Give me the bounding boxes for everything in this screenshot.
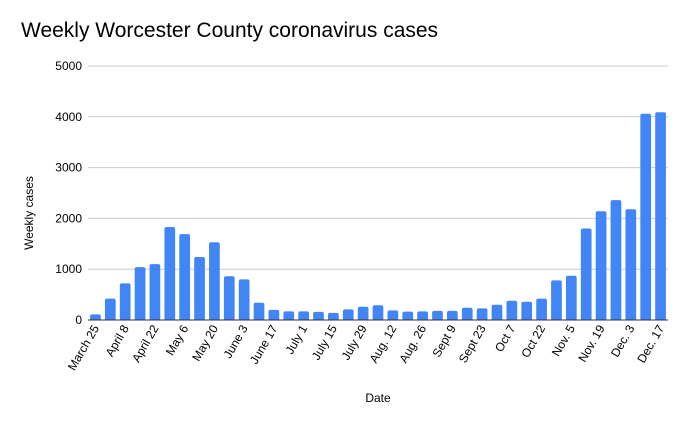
bar-sept-9	[447, 310, 458, 320]
bar-sept-23	[476, 308, 488, 320]
x-tick-label: April 8	[103, 322, 132, 359]
bar-nov-19	[595, 211, 607, 320]
bar-dec-10	[640, 113, 652, 320]
bars	[90, 112, 666, 320]
bar-dec-17	[655, 112, 666, 320]
x-tick-label: Sept 23	[456, 322, 489, 365]
bar-april-15	[134, 267, 146, 320]
bar-july-1	[298, 311, 309, 320]
bar-april-1	[104, 298, 116, 320]
y-tick-label: 0	[75, 313, 82, 327]
x-tick-label: July 15	[309, 322, 340, 362]
bar-march-25	[90, 314, 101, 320]
x-tick-label: Dec. 3	[608, 322, 638, 359]
x-tick-label: Oct 7	[492, 322, 519, 354]
bar-july-15	[328, 312, 339, 320]
x-tick-label: May 20	[189, 322, 221, 363]
bar-aug-26	[417, 311, 428, 320]
bar-aug-5	[372, 305, 384, 320]
x-tick-label: Nov. 19	[575, 322, 608, 364]
bar-june-17	[268, 309, 280, 320]
bar-oct-7	[506, 300, 518, 320]
bar-dec-3	[625, 209, 637, 320]
bar-oct-14	[521, 301, 533, 320]
x-tick-label: June 17	[247, 322, 281, 366]
bar-sept-30	[491, 304, 503, 320]
x-tick-label: Aug. 12	[367, 322, 400, 365]
x-axis-title: Date	[365, 391, 391, 405]
y-tick-label: 4000	[55, 110, 82, 124]
x-tick-label: July 29	[339, 322, 370, 362]
bar-april-22	[149, 264, 161, 320]
y-tick-label: 3000	[55, 161, 82, 175]
y-axis-tick-labels: 0 1000 2000 3000 4000 5000	[55, 59, 82, 327]
bar-may-27	[223, 276, 235, 320]
bar-nov-5	[565, 275, 577, 320]
y-tick-label: 5000	[55, 59, 82, 73]
bar-nov-26	[610, 200, 622, 320]
x-tick-label: April 22	[129, 322, 162, 365]
x-tick-label: Aug. 26	[396, 322, 429, 365]
x-tick-label: Nov. 5	[549, 322, 578, 359]
x-tick-label: July 1	[282, 322, 310, 356]
bar-aug-19	[402, 311, 414, 320]
x-tick-label: June 3	[221, 322, 251, 360]
y-tick-label: 2000	[55, 211, 82, 225]
y-axis-title: Weekly cases	[22, 176, 36, 250]
x-tick-label: Sept 9	[429, 322, 459, 359]
x-tick-label: Dec. 17	[634, 322, 667, 365]
x-tick-label: May 6	[163, 322, 192, 358]
bar-sept-2	[432, 310, 443, 320]
gridlines	[88, 65, 668, 270]
bar-june-3	[238, 279, 250, 320]
bar-july-8	[313, 311, 324, 320]
bar-april-29	[164, 227, 176, 320]
bar-may-13	[194, 257, 205, 320]
x-tick-label: Oct 22	[518, 322, 548, 360]
bar-aug-12	[387, 310, 399, 320]
bar-june-24	[283, 311, 295, 320]
y-tick-label: 1000	[55, 262, 82, 276]
x-tick-label: March 25	[65, 322, 102, 373]
bar-july-22	[342, 309, 354, 320]
bar-july-29	[357, 306, 369, 320]
bar-april-8	[119, 283, 131, 320]
chart-title: Weekly Worcester County coronavirus case…	[21, 19, 439, 42]
bar-may-6	[179, 234, 191, 320]
bar-oct-29	[551, 280, 562, 320]
bar-may-20	[209, 242, 220, 320]
bar-nov-12	[580, 228, 592, 320]
bar-june-10	[253, 302, 265, 320]
bar-oct-22	[536, 298, 547, 320]
bar-sept-16	[461, 307, 473, 320]
